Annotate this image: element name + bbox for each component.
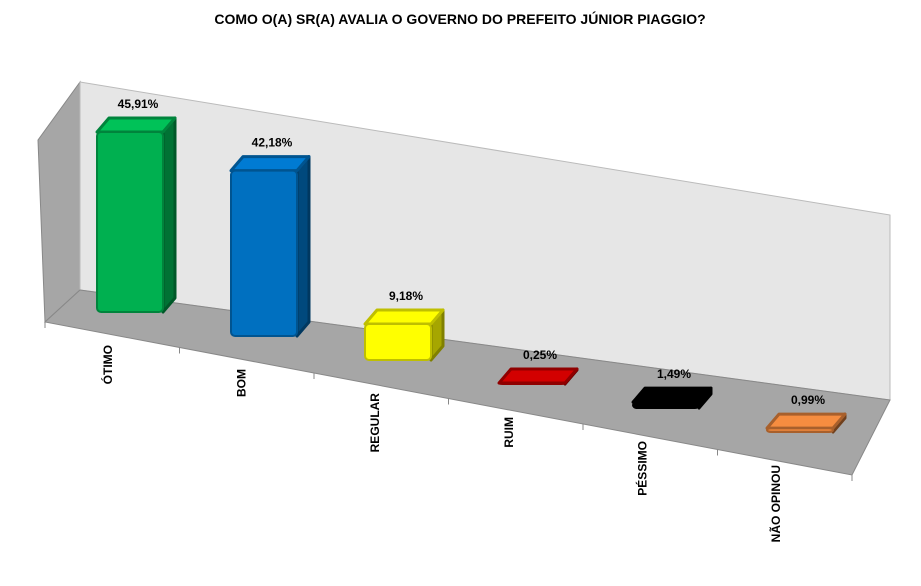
bar-front — [498, 382, 566, 386]
data-label: 0,25% — [523, 348, 557, 362]
bar — [229, 155, 311, 338]
bar-top — [631, 386, 713, 404]
data-label: 9,18% — [389, 289, 423, 303]
bar-front — [96, 131, 164, 313]
data-label: 42,18% — [252, 136, 293, 150]
x-tick-label: RUIM — [502, 417, 516, 448]
bar-side — [161, 116, 177, 314]
x-tick-label: ÓTIMO — [100, 345, 115, 384]
bar-top — [363, 308, 445, 326]
side-wall — [37, 80, 81, 324]
bar — [765, 412, 847, 434]
bar-front — [364, 323, 432, 361]
x-tick-label: BOM — [235, 369, 249, 397]
data-label: 0,99% — [791, 393, 825, 407]
data-label: 45,91% — [118, 97, 159, 111]
bar-front — [766, 427, 834, 434]
data-label: 1,49% — [657, 367, 691, 381]
x-tick-label: NÃO OPINOU — [768, 465, 783, 542]
bar-side — [295, 155, 311, 338]
x-tick-label: PÉSSIMO — [634, 441, 649, 496]
bar — [363, 308, 445, 362]
bar — [497, 367, 579, 386]
bar-front — [632, 401, 700, 410]
bar-top — [95, 116, 177, 134]
chart-title: COMO O(A) SR(A) AVALIA O GOVERNO DO PREF… — [214, 10, 705, 27]
bar-top — [765, 412, 847, 430]
bar — [95, 116, 177, 314]
bar-top — [229, 155, 311, 173]
x-tick-label: REGULAR — [368, 393, 382, 453]
bar — [631, 386, 713, 410]
bar-top — [497, 367, 579, 385]
bar-front — [230, 169, 298, 337]
